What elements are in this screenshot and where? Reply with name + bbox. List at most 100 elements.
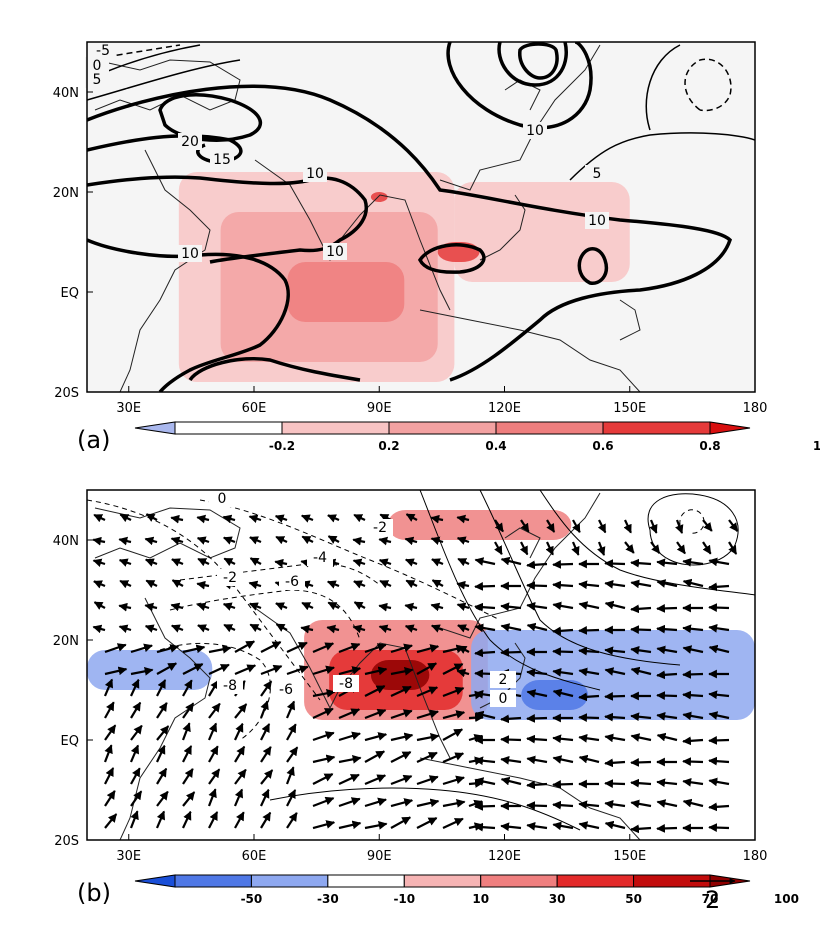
wind-vector: [118, 558, 132, 567]
wind-vector: [390, 709, 413, 720]
panel-b-x-axis: 30E 60E 90E 120E 150E 180: [116, 834, 767, 864]
panel-b-contour-labels: 0 -2 -4 -2 -6 -8 -6 -8 2 0: [209, 490, 516, 707]
wind-vector: [526, 560, 548, 570]
wind-vector: [156, 662, 178, 675]
wind-vector: [656, 691, 678, 700]
wind-vector: [352, 536, 366, 546]
wind-vector: [234, 722, 244, 741]
contour-label: -8: [223, 678, 237, 694]
colorbar-segment: [174, 421, 283, 435]
contour-label: 10: [326, 244, 344, 260]
wind-vector: [129, 810, 139, 829]
wind-vector: [520, 519, 530, 533]
wind-vector: [208, 679, 220, 697]
wind-vector: [390, 643, 413, 654]
wind-vector: [526, 780, 548, 790]
wind-vector: [552, 580, 574, 590]
wind-vector: [571, 541, 580, 556]
wind-vector: [546, 519, 556, 533]
wind-vector: [604, 820, 626, 830]
wind-vector: [286, 789, 297, 807]
contour-label: -6: [279, 682, 293, 698]
wind-vector: [338, 797, 361, 808]
wind-vector: [352, 624, 366, 634]
wind-vector: [630, 604, 652, 614]
wind-vector: [301, 535, 314, 545]
contour-label: 15: [213, 152, 231, 168]
wind-vector: [390, 685, 412, 697]
wind-vector: [552, 560, 574, 569]
wind-vector: [379, 579, 392, 589]
wind-vector: [656, 799, 678, 808]
colorbar-segment: [250, 874, 329, 888]
contour-label: -2: [223, 570, 237, 586]
wind-vector: [526, 622, 548, 632]
colorbar-label: 10: [472, 892, 489, 906]
wind-vector: [170, 536, 184, 546]
wind-vector: [604, 733, 626, 743]
colorbar-label: 1: [813, 439, 820, 453]
wind-vector: [708, 802, 730, 812]
contour-label-bg: [585, 165, 609, 182]
wind-vector: [130, 643, 153, 654]
wind-vector: [650, 541, 661, 554]
wind-vector: [274, 558, 288, 568]
wind-vector: [286, 812, 298, 829]
contour-label-bg: [85, 57, 109, 74]
wind-vector: [500, 602, 522, 612]
wind-vector: [208, 663, 230, 675]
wind-vector: [170, 624, 184, 633]
wind-vector: [474, 756, 496, 766]
contour-label-bg: [303, 165, 327, 182]
x-tick-label: 60E: [242, 401, 267, 416]
wind-vector: [456, 602, 470, 612]
x-tick-label: 60E: [242, 849, 267, 864]
wind-vector: [390, 751, 412, 763]
wind-vector: [552, 821, 574, 831]
contour-label-bg: [523, 122, 547, 139]
wind-vector: [338, 708, 361, 720]
y-tick-label: 20N: [53, 634, 79, 649]
wind-vector: [144, 602, 158, 612]
wind-vector: [456, 580, 470, 590]
wind-vector: [233, 788, 244, 807]
wind-vector: [182, 791, 196, 807]
wind-vector: [104, 643, 127, 654]
wind-vector: [708, 582, 730, 592]
wind-vector: [416, 775, 439, 786]
wind-vector: [442, 775, 465, 786]
contour-label: -5: [96, 43, 110, 59]
wind-vector: [404, 602, 418, 612]
wind-vector: [604, 559, 626, 568]
wind-vector: [430, 602, 444, 612]
wind-vector: [431, 558, 444, 567]
wind-vector: [604, 667, 626, 676]
wind-vector: [578, 821, 600, 830]
contour-label-bg: [217, 677, 243, 694]
wind-vector: [494, 519, 504, 533]
wind-vector: [378, 558, 392, 567]
x-tick-label: 90E: [367, 401, 392, 416]
shaded-region: [370, 192, 388, 202]
wind-vector: [338, 820, 362, 830]
shaded-region: [370, 660, 430, 690]
wind-vector: [208, 745, 219, 763]
wind-vector: [300, 514, 314, 523]
wind-vector: [338, 773, 360, 785]
vector-reference-label: 2: [705, 886, 720, 914]
wind-vector: [404, 536, 418, 546]
contour-label: -2: [373, 520, 387, 536]
wind-vector: [156, 702, 168, 719]
wind-vector: [682, 645, 704, 654]
wind-vector: [275, 602, 288, 611]
wind-vector: [312, 642, 335, 654]
contour-label: 20: [181, 134, 199, 150]
wind-vector: [430, 514, 444, 524]
wind-vector: [604, 646, 626, 656]
wind-vector: [526, 581, 548, 590]
wind-vector: [208, 644, 232, 654]
wind-vector: [416, 644, 440, 654]
wind-vector: [572, 519, 581, 534]
wind-vector: [500, 714, 522, 724]
